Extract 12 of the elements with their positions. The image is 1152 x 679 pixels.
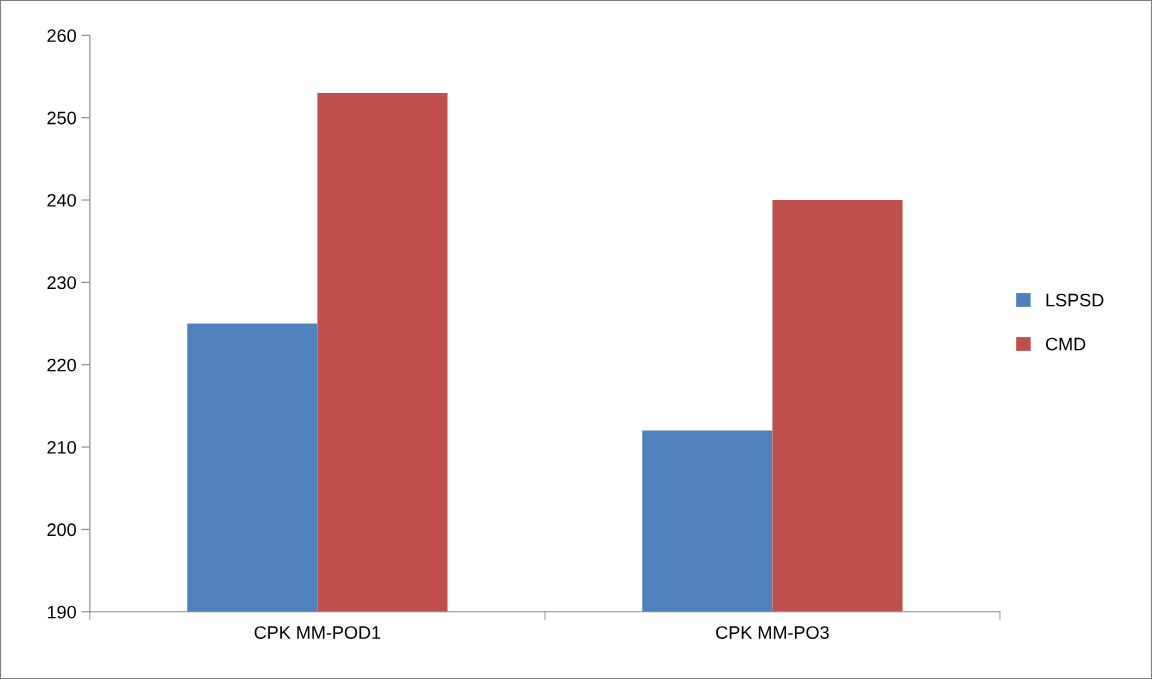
- x-tick-label: CPK MM-POD1: [254, 626, 381, 639]
- legend-label: LSPSD: [1046, 293, 1104, 307]
- y-tick-label: 250: [47, 111, 76, 125]
- y-tick-label: 190: [47, 605, 76, 619]
- x-tick-label: CPK MM-PO3: [716, 626, 829, 639]
- y-tick-label: 230: [47, 276, 76, 290]
- legend-label: CMD: [1045, 337, 1086, 351]
- y-tick-label: 200: [47, 523, 76, 537]
- y-tick-label: 240: [47, 193, 76, 207]
- y-tick-label: 260: [47, 29, 76, 43]
- y-tick-label: 210: [47, 441, 76, 454]
- y-tick-label: 220: [47, 358, 76, 372]
